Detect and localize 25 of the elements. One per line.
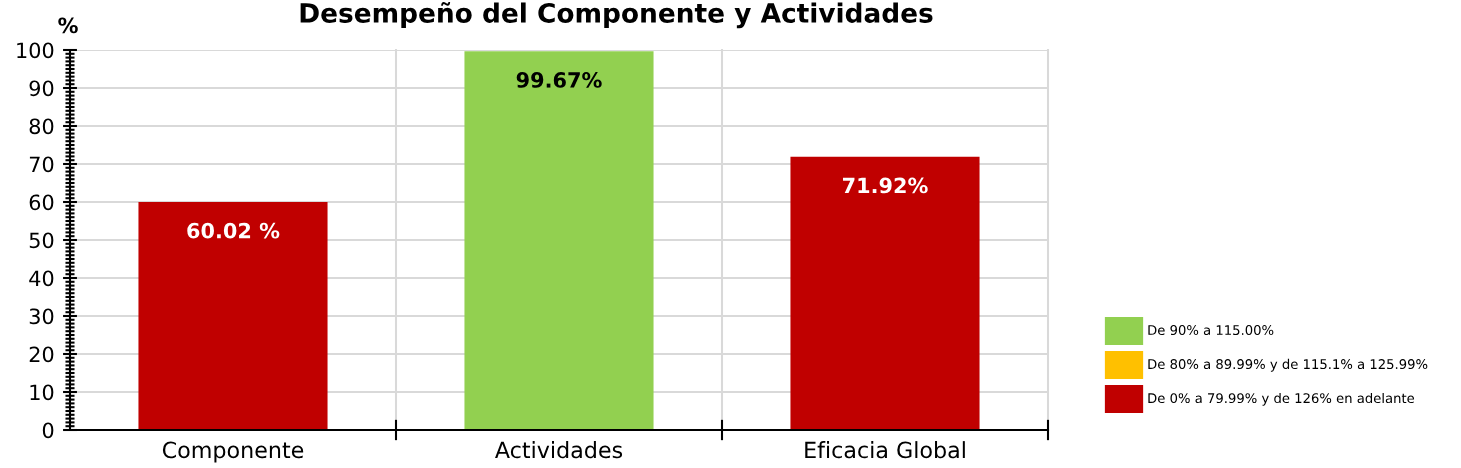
y-tick-label: 70 — [29, 156, 54, 173]
data-label: 71.92% — [843, 177, 928, 194]
bar — [790, 156, 980, 430]
y-tick-label: 50 — [29, 232, 54, 249]
chart-title: Desempeño del Componente y Actividades — [300, 2, 933, 29]
legend-label: De 90% a 115.00% — [1148, 325, 1274, 336]
data-label: 99.67% — [516, 72, 602, 88]
y-tick-label: 40 — [29, 270, 54, 287]
data-label: 60.02 % — [187, 222, 280, 239]
legend-label: De 80% a 89.99% y de 115.1% a 125.99% — [1148, 358, 1428, 372]
y-tick-label: 100 — [17, 42, 54, 59]
y-axis-title: % — [58, 17, 78, 34]
legend-label: De 0% a 79.99% y de 126% en adelante — [1148, 392, 1415, 406]
y-tick-label: 60 — [29, 194, 54, 211]
bar — [138, 201, 328, 430]
x-tick-label: Componente — [162, 441, 304, 463]
y-tick-label: 90 — [29, 80, 54, 97]
x-tick-label: Actividades — [495, 441, 623, 459]
y-tick-label: 20 — [29, 346, 54, 363]
y-tick-label: 0 — [42, 422, 54, 439]
x-tick-label: Eficacia Global — [805, 441, 965, 459]
y-tick-label: 30 — [29, 308, 54, 325]
y-tick-label: 10 — [30, 384, 54, 401]
y-tick-label: 80 — [29, 118, 54, 135]
bar — [464, 51, 654, 430]
